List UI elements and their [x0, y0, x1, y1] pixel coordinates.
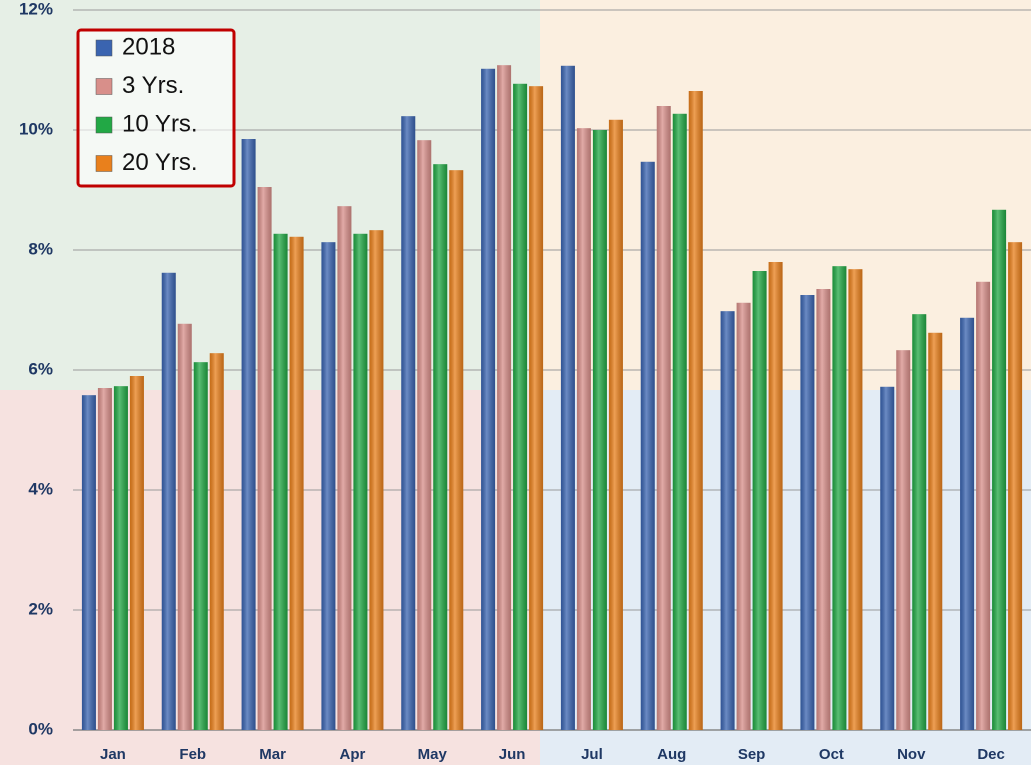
bar-shade	[529, 86, 543, 730]
legend-swatch	[96, 117, 112, 133]
bar-shade	[98, 388, 112, 730]
x-tick-label: May	[418, 746, 448, 763]
bar-shade	[593, 130, 607, 730]
x-tick-label: Jan	[100, 746, 126, 763]
bar-shade	[82, 395, 96, 730]
bar-shade	[800, 295, 814, 730]
x-tick-label: Dec	[977, 746, 1005, 763]
bar-shade	[577, 128, 591, 730]
chart: 0% 2% 4% 6% 8% 10% 12% Jan Feb Mar Apr May Jun Jul Aug…	[0, 0, 1031, 765]
x-tick-label: Apr	[339, 746, 365, 763]
bar-shade	[912, 314, 926, 730]
y-tick-label: 2%	[28, 599, 53, 618]
bar-shade	[737, 303, 751, 730]
x-tick-label: Aug	[657, 746, 686, 763]
bar-shade	[369, 230, 383, 730]
bar-shade	[673, 114, 687, 730]
bar-shade	[290, 237, 304, 730]
legend-label: 3 Yrs.	[122, 72, 184, 99]
bar-shade	[753, 271, 767, 730]
x-tick-label: Oct	[819, 746, 844, 763]
bar-shade	[832, 266, 846, 730]
y-tick-label: 6%	[28, 359, 53, 378]
bar-shade	[816, 289, 830, 730]
bar-shade	[178, 324, 192, 730]
bar-shade	[162, 273, 176, 730]
bar-shade	[896, 350, 910, 730]
legend-label: 2018	[122, 33, 175, 60]
legend-swatch	[96, 156, 112, 172]
bar-shade	[513, 84, 527, 730]
bar-shade	[848, 269, 862, 730]
y-tick-label: 12%	[19, 0, 53, 18]
legend-label: 20 Yrs.	[122, 149, 198, 176]
bar-shade	[1008, 242, 1022, 730]
bar-shade	[721, 311, 735, 730]
bar-shade	[689, 91, 703, 730]
bar-shade	[433, 164, 447, 730]
bar-shade	[130, 376, 144, 730]
bar-shade	[880, 387, 894, 730]
bar-shade	[641, 162, 655, 730]
legend-label: 10 Yrs.	[122, 110, 198, 137]
bar-shade	[417, 140, 431, 730]
bar-shade	[401, 116, 415, 730]
bar-shade	[114, 386, 128, 730]
x-tick-label: Sep	[738, 746, 766, 763]
bar-shade	[353, 234, 367, 730]
bar-shade	[321, 242, 335, 730]
bar-shade	[242, 139, 256, 730]
bar-shade	[274, 234, 288, 730]
bar-shade	[210, 353, 224, 730]
bar-shade	[561, 66, 575, 730]
bar-shade	[769, 262, 783, 730]
bar-shade	[194, 362, 208, 730]
x-tick-label: Jun	[499, 746, 526, 763]
bar-shade	[928, 333, 942, 730]
bar-shade	[337, 206, 351, 730]
y-tick-label: 10%	[19, 119, 53, 138]
y-tick-label: 8%	[28, 239, 53, 258]
bar-shade	[481, 69, 495, 730]
bar-shade	[497, 65, 511, 730]
bar-shade	[449, 170, 463, 730]
x-tick-label: Mar	[259, 746, 286, 763]
bar-shade	[992, 210, 1006, 730]
bar-shade	[657, 106, 671, 730]
bar-shade	[609, 120, 623, 730]
legend-swatch	[96, 40, 112, 56]
x-tick-label: Feb	[179, 746, 206, 763]
y-tick-label: 0%	[28, 719, 53, 738]
legend-swatch	[96, 79, 112, 95]
bar-shade	[976, 282, 990, 730]
x-tick-label: Nov	[897, 746, 926, 763]
bar-shade	[960, 318, 974, 730]
bar-shade	[258, 187, 272, 730]
x-tick-label: Jul	[581, 746, 603, 763]
y-tick-label: 4%	[28, 479, 53, 498]
